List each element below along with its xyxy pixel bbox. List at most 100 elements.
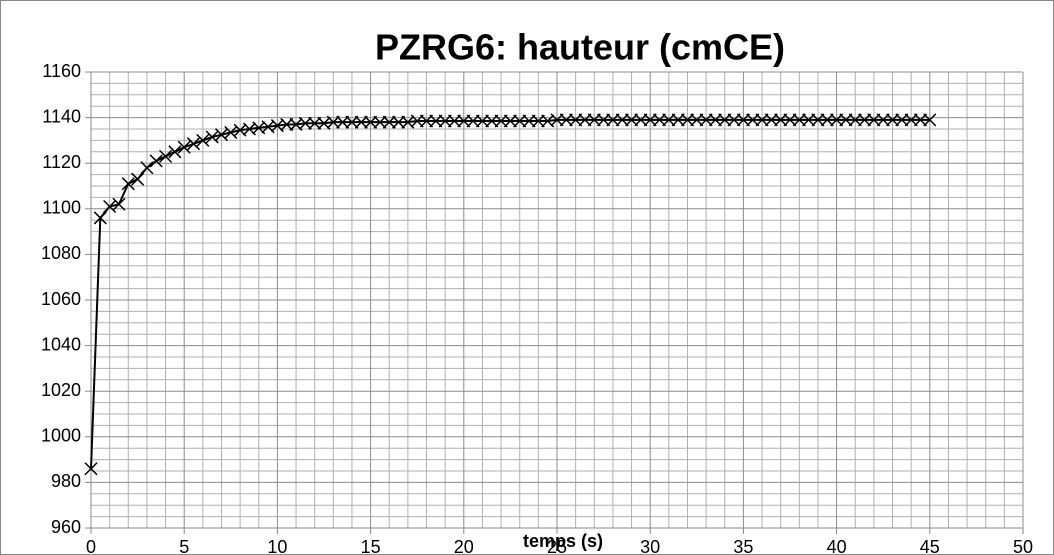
data-point — [727, 113, 741, 127]
data-point — [93, 211, 107, 225]
data-point — [392, 115, 406, 129]
data-point — [131, 172, 145, 186]
data-point — [382, 115, 396, 129]
data-point — [736, 113, 750, 127]
x-tick-label: 35 — [733, 537, 753, 555]
data-point — [848, 113, 862, 127]
data-point — [112, 197, 126, 211]
x-tick-label: 5 — [179, 537, 189, 555]
data-point — [149, 154, 163, 168]
y-tick-label: 1020 — [41, 380, 81, 400]
data-point — [419, 114, 434, 128]
data-point — [811, 113, 825, 127]
data-point — [84, 462, 98, 476]
data-point — [597, 113, 611, 127]
data-point — [494, 114, 508, 128]
data-point — [652, 113, 667, 127]
data-point — [569, 113, 583, 127]
x-tick-label: 0 — [86, 537, 96, 555]
data-point — [578, 113, 592, 127]
data-point — [364, 115, 378, 129]
x-axis-label: temps (s) — [523, 531, 603, 551]
data-point — [177, 140, 191, 154]
data-point — [550, 113, 564, 127]
data-point — [708, 113, 722, 127]
data-point — [671, 113, 685, 127]
data-point — [513, 114, 527, 128]
data-point — [820, 113, 834, 127]
data-point — [783, 113, 797, 127]
data-point — [410, 114, 424, 128]
x-tick-label: 15 — [361, 537, 381, 555]
data-point — [485, 114, 499, 128]
y-tick-label: 1080 — [41, 243, 81, 263]
data-point — [680, 113, 695, 127]
data-point — [373, 115, 387, 129]
data-point — [904, 113, 918, 127]
data-point — [792, 113, 806, 127]
data-point — [559, 113, 573, 127]
data-point — [336, 115, 350, 129]
data-point — [168, 145, 182, 159]
data-point — [643, 113, 657, 127]
data-point — [923, 113, 937, 127]
data-point — [634, 113, 648, 127]
data-point — [867, 113, 881, 127]
data-point — [457, 114, 471, 128]
data-point — [438, 114, 452, 128]
data-point — [159, 149, 173, 163]
data-point — [280, 117, 294, 131]
y-tick-label: 1120 — [42, 152, 81, 172]
x-tick-label: 30 — [640, 537, 660, 555]
data-point — [625, 113, 639, 127]
data-point — [466, 114, 480, 128]
data-point — [475, 114, 489, 128]
data-point — [764, 113, 778, 127]
data-point — [587, 113, 601, 127]
x-tick-label: 25 — [547, 537, 567, 555]
y-tick-label: 1140 — [42, 106, 81, 126]
y-tick-label: 1040 — [41, 334, 81, 354]
data-point — [308, 116, 322, 130]
x-tick-label: 10 — [267, 537, 287, 555]
data-point — [913, 113, 928, 127]
data-point — [774, 113, 788, 127]
data-point — [615, 113, 629, 127]
data-point — [345, 115, 359, 129]
data-point — [298, 116, 312, 130]
data-point — [699, 113, 713, 127]
x-tick-label: 20 — [454, 537, 474, 555]
y-tick-label: 980 — [51, 471, 81, 491]
data-point — [662, 113, 676, 127]
data-point — [690, 113, 704, 127]
data-point — [858, 113, 872, 127]
data-point — [186, 137, 201, 151]
data-point — [895, 113, 909, 127]
y-tick-label: 1000 — [41, 426, 81, 446]
data-point — [746, 113, 760, 127]
x-tick-label: 40 — [827, 537, 847, 555]
y-tick-label: 1160 — [42, 61, 81, 81]
y-tick-label: 1060 — [41, 289, 81, 309]
data-point — [885, 113, 900, 127]
data-point — [522, 114, 536, 128]
data-point — [876, 113, 890, 127]
data-point — [447, 114, 462, 128]
chart-title: PZRG6: hauteur (cmCE) — [375, 27, 785, 68]
data-point — [140, 161, 154, 175]
x-tick-label: 50 — [1013, 537, 1033, 555]
data-point — [606, 113, 620, 127]
data-point — [196, 133, 210, 147]
data-point — [121, 177, 135, 191]
data-point — [839, 113, 853, 127]
data-point — [531, 114, 545, 128]
data-point — [830, 113, 844, 127]
data-point — [429, 114, 443, 128]
data-point — [354, 115, 368, 129]
y-tick-label: 1100 — [42, 198, 81, 218]
data-point — [326, 115, 340, 129]
data-point — [718, 113, 732, 127]
data-point — [503, 114, 517, 128]
data-point — [755, 113, 769, 127]
